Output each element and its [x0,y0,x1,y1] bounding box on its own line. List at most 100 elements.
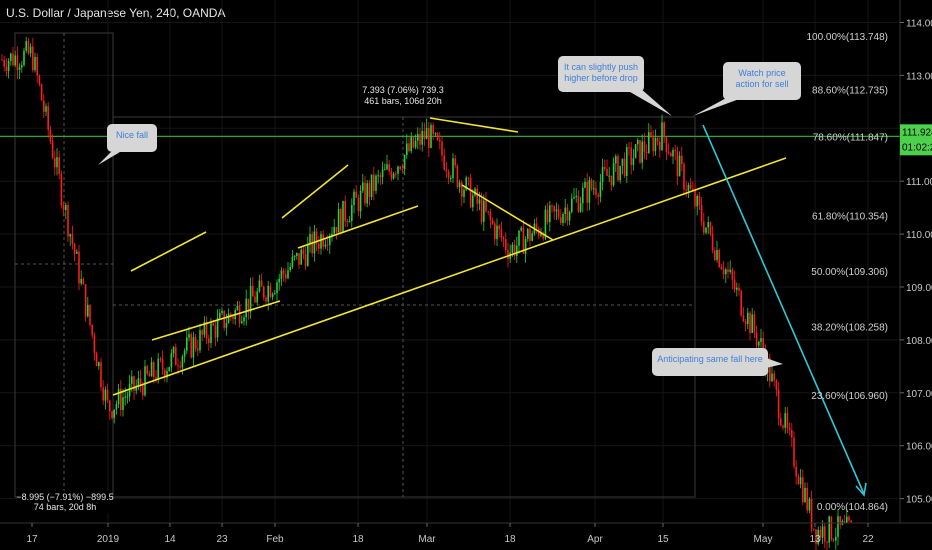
candle-body [3,59,5,67]
candle-body [243,317,245,322]
candle-body [718,250,720,267]
fib-level-label: 0.00%(104.864) [817,502,888,513]
candle-body [731,269,734,280]
trendline [461,184,554,241]
candle-body [784,413,786,428]
candle-body [230,313,232,317]
candle-body [100,362,102,388]
candle-body [67,204,69,237]
candle-body [95,353,98,367]
candle-body [269,285,272,298]
candle-body [54,157,56,168]
candle-body [194,337,197,349]
time-tick-label: Mar [418,534,436,545]
candle-body [817,529,819,544]
candle-body [850,520,852,523]
candle-body [738,287,740,291]
candle-body [249,285,252,312]
callout-text: It can slightly push [564,62,638,72]
candle-body [36,57,38,76]
trendline [130,231,207,272]
candle-body [238,305,241,324]
candle-body [806,487,808,511]
candle-body [122,397,124,410]
price-tick-label: 114.000 [906,19,932,30]
candle-body [344,200,346,222]
candle-body [590,180,593,190]
candle-body [830,516,833,540]
candle-body [782,425,784,428]
candle-body [632,158,635,165]
candle-body [641,141,643,163]
candle-body [469,177,472,208]
candle-body [111,411,113,418]
candle-body [645,152,648,154]
measure-label-bg [20,491,110,513]
candle-body [714,250,716,260]
candle-body [40,84,43,101]
candle-body [322,234,324,247]
candle-body [318,243,320,249]
candle-body [227,313,230,324]
price-tick-label: 109.000 [906,283,932,294]
candle-body [153,362,155,378]
candle-body [432,125,434,134]
candle-body [676,151,679,177]
candle-body [777,389,780,419]
candle-body [60,173,63,206]
candle-body [520,227,522,231]
candle-body [848,516,850,521]
candle-body [421,130,423,145]
callout-box [107,124,157,152]
candle-body [190,334,192,358]
candle-body [348,220,351,223]
candle-body [410,137,412,152]
candle-body [639,140,641,163]
candle-body [491,220,494,224]
candle-body [27,41,30,54]
candle-body [597,195,599,197]
time-tick-label: Apr [587,534,603,545]
candle-body [824,526,826,542]
candle-body [29,46,32,54]
callout-tail [693,96,742,116]
candle-body [753,314,756,333]
candle-body [551,205,553,207]
candle-body [166,371,168,378]
current-price-label: 111.924 [902,127,932,138]
candle-body [663,122,665,138]
candle-body [478,199,481,204]
candle-body [654,137,657,152]
candle-body [384,169,386,171]
time-tick-label: 17 [26,534,38,545]
candle-body [423,130,426,140]
candle-body [80,279,82,284]
candle-body [535,223,538,229]
candle-body [43,100,45,112]
candle-body [16,55,19,70]
candle-body [747,312,749,325]
candle-body [192,337,195,358]
candle-body [762,338,764,352]
candle-body [637,140,639,145]
time-tick-label: 22 [862,534,874,545]
candle-body [835,536,837,541]
candle-body [443,155,445,170]
candle-body [483,200,485,222]
candle-body [447,171,450,179]
candle-body [709,222,712,234]
candle-body [802,477,804,503]
candle-body [258,280,261,292]
candle-body [210,323,212,343]
candle-body [56,157,58,168]
candle-body [379,175,382,178]
candle-body [555,209,558,212]
fib-level-label: 38.20%(108.258) [811,322,888,333]
price-tick-label: 108.000 [906,336,932,347]
candle-body [388,164,390,172]
candle-body [73,243,76,254]
candle-body [630,147,632,165]
candle-body [296,252,298,256]
candle-body [577,195,580,212]
